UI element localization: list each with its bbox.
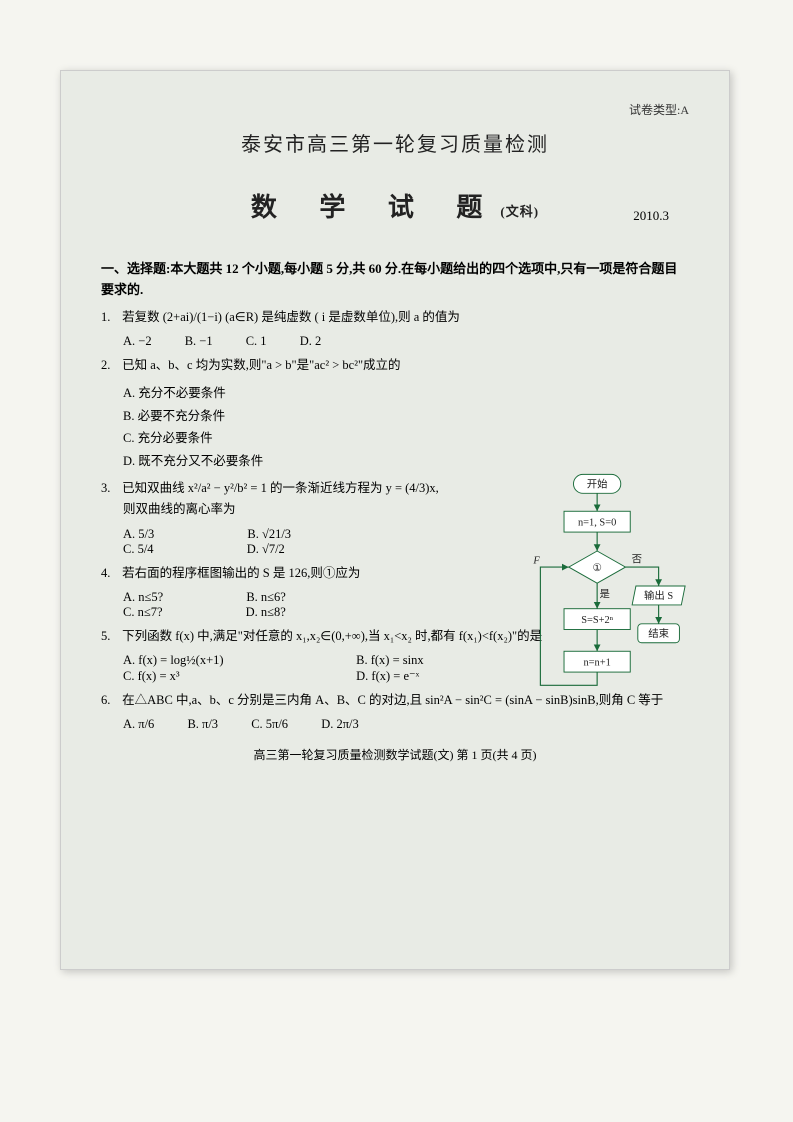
q3-D: D. √7/2 [247,542,285,557]
q2-num: 2. [101,355,119,376]
q1-D: D. 2 [300,334,322,349]
edge-cond-out [626,567,659,586]
node-out-label: 输出 S [644,589,673,602]
question-1: 1. 若复数 (2+ai)/(1−i) (a∈R) 是纯虚数 ( i 是虚数单位… [101,307,689,328]
node-init-label: n=1, S=0 [578,517,616,528]
paper-type-meta: 试卷类型:A [101,101,689,118]
main-title: 泰安市高三第一轮复习质量检测 [101,128,689,157]
q1-A: A. −2 [123,334,152,349]
q2-C: C. 充分必要条件 [123,427,523,450]
q2-text: 已知 a、b、c 均为实数,则"a > b"是"ac² > bc²"成立的 [122,358,400,372]
q4-B: B. n≤6? [246,590,286,605]
q1-B: B. −1 [185,334,213,349]
question-2: 2. 已知 a、b、c 均为实数,则"a > b"是"ac² > bc²"成立的 [101,355,501,376]
node-cond-label: ① [592,563,601,574]
sub-title-text: 数 学 试 题 [251,193,501,222]
q4-text: 若右面的程序框图输出的 S 是 126,则①应为 [122,566,360,580]
q3-text2: 则双曲线的离心率为 [123,502,236,516]
q3-choices: A. 5/3 B. √21/3 C. 5/4 D. √7/2 [123,527,523,557]
q5-D: D. f(x) = e⁻ˣ [356,668,419,684]
q1-num: 1. [101,307,119,328]
section1-header: 一、选择题:本大题共 12 个小题,每小题 5 分,共 60 分.在每小题给出的… [101,259,689,301]
q5-C: C. f(x) = x³ [123,669,323,684]
q6-num: 6. [101,690,119,711]
q2-B: B. 必要不充分条件 [123,405,523,428]
q2-A: A. 充分不必要条件 [123,382,523,405]
q1-choices: A. −2 B. −1 C. 1 D. 2 [123,334,689,349]
q2-choices: A. 充分不必要条件 B. 必要不充分条件 C. 充分必要条件 D. 既不充分又… [123,382,523,472]
q5-B: B. f(x) = sinx [356,653,423,668]
q6-A: A. π/6 [123,717,154,732]
q4-choices: A. n≤5? B. n≤6? C. n≤7? D. n≤8? [123,590,523,620]
q6-B: B. π/3 [187,717,218,732]
q4-D: D. n≤8? [246,605,286,620]
node-end-label: 结束 [648,627,669,640]
flowchart-diagram: 开始 n=1, S=0 ① S=S+2ⁿ n=n+1 输出 S 结束 是 否 F [512,461,687,711]
page-footer: 高三第一轮复习质量检测数学试题(文) 第 1 页(共 4 页) [101,746,689,763]
q3-C: C. 5/4 [123,542,154,557]
q5-num: 5. [101,626,119,647]
question-4: 4. 若右面的程序框图输出的 S 是 126,则①应为 [101,563,501,584]
sub-title-paren: (文科) [500,204,539,219]
edge-label-loop-mark: F [532,555,540,566]
exam-page: 试卷类型:A 泰安市高三第一轮复习质量检测 数 学 试 题(文科) 2010.3… [60,70,730,970]
q3-A: A. 5/3 [123,527,154,542]
q5-A: A. f(x) = log½(x+1) [123,653,323,668]
q6-D: D. 2π/3 [321,717,359,732]
q6-choices: A. π/6 B. π/3 C. 5π/6 D. 2π/3 [123,717,689,732]
q4-num: 4. [101,563,119,584]
edge-label-yes: 是 [600,588,610,600]
q2-D: D. 既不充分又不必要条件 [123,450,523,473]
q1-text: 若复数 (2+ai)/(1−i) (a∈R) 是纯虚数 ( i 是虚数单位),则… [122,310,460,324]
q1-C: C. 1 [246,334,267,349]
node-inc-label: n=n+1 [583,657,610,668]
q5-text: 下列函数 f(x) 中,满足"对任意的 x₁,x₂∈(0,+∞),当 x₁<x₂… [122,629,542,643]
edge-label-no: 否 [632,553,642,565]
q6-C: C. 5π/6 [251,717,288,732]
q4-C: C. n≤7? [123,605,163,620]
q4-A: A. n≤5? [123,590,163,605]
node-start-label: 开始 [587,478,608,491]
q3-num: 3. [101,478,119,499]
q3-B: B. √21/3 [247,527,291,542]
q3-text: 已知双曲线 x²/a² − y²/b² = 1 的一条渐近线方程为 y = (4… [122,481,439,495]
node-calc-label: S=S+2ⁿ [581,615,613,626]
question-3: 3. 已知双曲线 x²/a² − y²/b² = 1 的一条渐近线方程为 y =… [101,478,501,521]
